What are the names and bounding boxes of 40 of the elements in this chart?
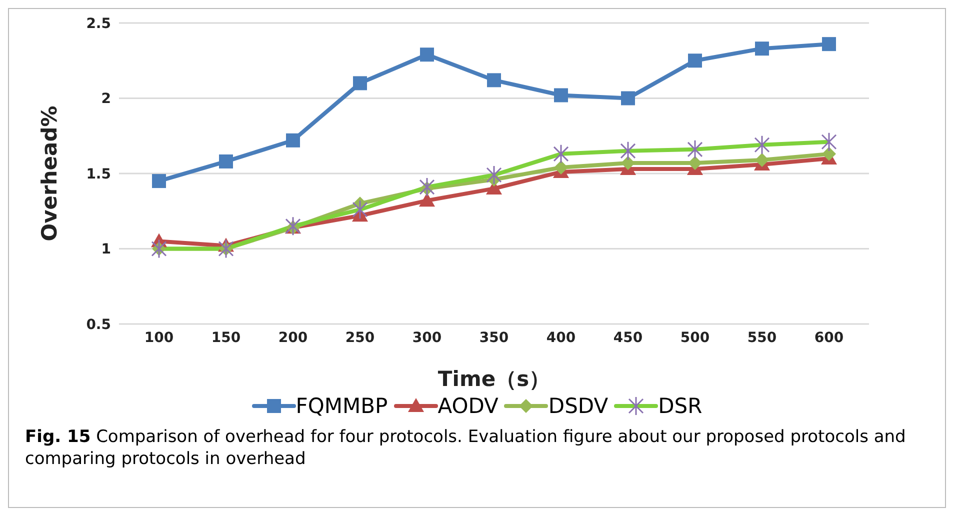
point bbox=[152, 174, 166, 188]
point bbox=[554, 88, 568, 102]
point bbox=[286, 133, 300, 148]
point bbox=[219, 154, 233, 168]
point bbox=[822, 37, 836, 52]
legend-label: DSDV bbox=[548, 394, 608, 418]
y-tick-label: 2.5 bbox=[86, 16, 111, 32]
legend-label: AODV bbox=[438, 394, 498, 418]
point bbox=[822, 146, 836, 161]
x-tick-label: 500 bbox=[680, 330, 710, 346]
x-tick-label: 550 bbox=[747, 330, 777, 346]
point bbox=[353, 76, 367, 90]
point bbox=[621, 91, 635, 106]
y-tick-label: 1 bbox=[101, 242, 111, 258]
x-tick-label: 300 bbox=[412, 330, 442, 346]
caption: Fig. 15 Comparison of overhead for four protocols. Evaluation figure about our proposed protocols and comparing protocols in overhead bbox=[25, 426, 907, 470]
point bbox=[621, 156, 635, 170]
x-tick-label: 200 bbox=[278, 330, 308, 346]
point bbox=[419, 192, 435, 207]
point bbox=[554, 160, 568, 174]
x-axis-title: Time（s） bbox=[438, 367, 550, 391]
y-tick-label: 1.5 bbox=[86, 166, 111, 182]
legend-label: FQMMBP bbox=[296, 394, 388, 418]
x-tick-label: 100 bbox=[144, 330, 174, 346]
y-tick-label: 0.5 bbox=[86, 316, 111, 333]
x-tick-label: 600 bbox=[814, 330, 844, 346]
point bbox=[755, 152, 769, 167]
point bbox=[487, 73, 501, 88]
y-axis-title: Overhead% bbox=[37, 106, 62, 242]
point bbox=[688, 156, 702, 170]
x-tick-label: 250 bbox=[345, 330, 375, 346]
x-tick-label: 400 bbox=[546, 330, 576, 346]
point bbox=[755, 42, 769, 56]
x-tick-label: 450 bbox=[613, 330, 643, 346]
x-tick-label: 150 bbox=[211, 330, 241, 346]
x-tick-label: 350 bbox=[479, 330, 509, 346]
point bbox=[420, 48, 434, 62]
legend-label: DSR bbox=[658, 394, 702, 418]
point bbox=[688, 54, 702, 68]
y-tick-label: 2 bbox=[101, 91, 111, 108]
